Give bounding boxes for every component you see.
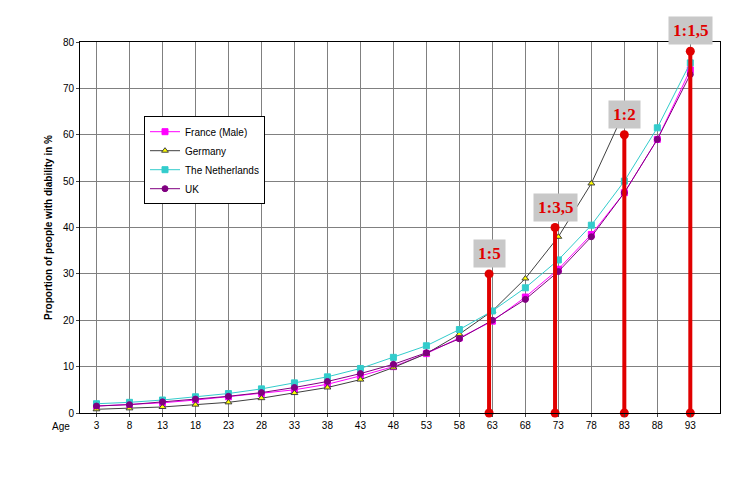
svg-text:33: 33 bbox=[289, 420, 301, 431]
svg-text:18: 18 bbox=[190, 420, 202, 431]
svg-text:38: 38 bbox=[322, 420, 334, 431]
svg-text:France (Male): France (Male) bbox=[185, 127, 247, 138]
svg-text:Age: Age bbox=[52, 421, 70, 432]
svg-text:The Netherlands: The Netherlands bbox=[185, 165, 259, 176]
svg-text:80: 80 bbox=[63, 37, 75, 48]
svg-text:68: 68 bbox=[520, 420, 532, 431]
svg-text:83: 83 bbox=[619, 420, 631, 431]
svg-text:8: 8 bbox=[127, 420, 133, 431]
svg-text:43: 43 bbox=[355, 420, 367, 431]
svg-text:88: 88 bbox=[652, 420, 664, 431]
svg-text:20: 20 bbox=[63, 315, 75, 326]
svg-text:70: 70 bbox=[63, 83, 75, 94]
svg-text:30: 30 bbox=[63, 268, 75, 279]
svg-text:Germany: Germany bbox=[185, 146, 226, 157]
svg-text:58: 58 bbox=[454, 420, 466, 431]
svg-text:3: 3 bbox=[94, 420, 100, 431]
svg-text:1:2: 1:2 bbox=[613, 105, 636, 124]
svg-text:73: 73 bbox=[553, 420, 565, 431]
svg-text:Proportion of people with diab: Proportion of people with diability in % bbox=[43, 135, 54, 320]
svg-text:13: 13 bbox=[157, 420, 169, 431]
svg-text:60: 60 bbox=[63, 129, 75, 140]
svg-text:50: 50 bbox=[63, 176, 75, 187]
svg-text:10: 10 bbox=[63, 361, 75, 372]
svg-text:63: 63 bbox=[487, 420, 499, 431]
svg-text:48: 48 bbox=[388, 420, 400, 431]
svg-text:UK: UK bbox=[185, 184, 199, 195]
svg-text:23: 23 bbox=[223, 420, 235, 431]
svg-text:53: 53 bbox=[421, 420, 433, 431]
svg-text:0: 0 bbox=[68, 408, 74, 419]
svg-text:1:3,5: 1:3,5 bbox=[538, 198, 573, 217]
svg-text:93: 93 bbox=[685, 420, 697, 431]
svg-text:1:1,5: 1:1,5 bbox=[673, 21, 708, 40]
svg-text:28: 28 bbox=[256, 420, 268, 431]
svg-text:40: 40 bbox=[63, 222, 75, 233]
svg-text:78: 78 bbox=[586, 420, 598, 431]
svg-text:1:5: 1:5 bbox=[478, 244, 501, 263]
